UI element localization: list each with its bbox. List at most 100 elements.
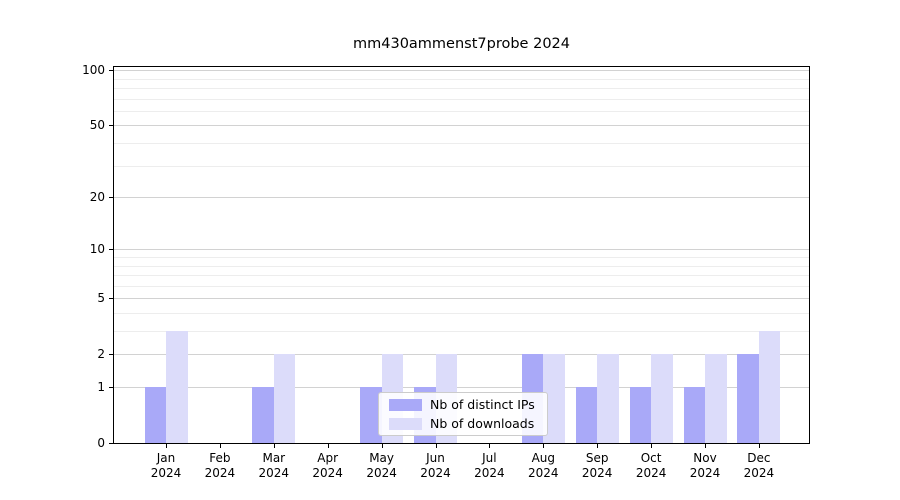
y-tick-label: 10 [89,242,105,257]
minor-gridline [114,275,809,276]
major-gridline [114,249,809,251]
x-tick-label: Sep 2024 [569,451,625,481]
x-tick-year: 2024 [635,466,667,480]
minor-gridline [114,313,809,314]
x-tick [597,444,599,448]
bar-downloads [597,354,619,443]
minor-gridline [114,110,809,112]
x-tick-month: Oct [640,451,662,465]
major-gridline [114,70,809,72]
x-tick-month: Dec [747,451,771,465]
bar-distinct-ips [144,387,166,443]
bar-distinct-ips [252,387,274,443]
bar-downloads [543,354,565,443]
legend-entry: Nb of downloads [389,416,539,431]
bar-distinct-ips [683,387,705,443]
x-tick-year: 2024 [312,466,343,480]
x-tick [327,444,329,448]
legend-entry: Nb of distinct IPs [389,397,539,412]
minor-gridline [114,165,809,167]
x-tick-label: Jan 2024 [138,451,194,481]
y-tick [109,125,113,127]
x-tick [273,444,275,448]
minor-gridline [114,88,809,89]
y-tick [109,298,113,300]
x-tick [489,444,491,448]
bar-distinct-ips [360,387,382,443]
x-tick-year: 2024 [150,466,182,480]
bar-downloads [758,331,781,443]
x-tick-label: Jul 2024 [461,451,517,481]
x-tick-year: 2024 [689,466,721,480]
x-tick-label: Mar 2024 [246,451,302,481]
minor-gridline [114,265,809,267]
y-tick [109,197,113,199]
x-tick-year: 2024 [258,466,290,480]
bar-downloads [166,331,188,443]
bar-distinct-ips [737,354,759,443]
legend-swatch [389,398,422,411]
x-tick-month: Sep [585,451,609,465]
bar-distinct-ips [575,387,598,443]
x-tick [435,444,437,448]
bar-distinct-ips [629,387,652,443]
x-tick [651,444,653,448]
y-tick [109,249,113,251]
x-tick [758,444,760,448]
x-tick-year: 2024 [581,466,613,480]
legend-swatch [389,417,422,430]
major-gridline [114,125,809,127]
legend-label: Nb of distinct IPs [430,397,535,412]
x-tick-year: 2024 [366,466,397,480]
x-tick-label: Feb 2024 [192,451,248,481]
y-tick-label: 50 [89,118,105,133]
y-tick-label: 1 [97,380,105,394]
x-tick-label: Aug 2024 [515,451,571,481]
x-tick-month: Aug [531,451,556,465]
y-tick-label: 5 [97,291,105,306]
x-tick-year: 2024 [474,466,505,480]
y-tick-label: 0 [97,436,105,450]
y-tick [109,354,113,356]
x-tick-label: Dec 2024 [731,451,787,481]
x-tick-month: Jul [482,451,497,465]
legend-label: Nb of downloads [430,416,535,431]
minor-gridline [114,143,809,144]
y-tick [109,387,113,388]
major-gridline [114,387,809,388]
x-tick-year: 2024 [204,466,236,480]
major-gridline [114,354,809,356]
x-tick [219,444,221,448]
x-tick-month: Feb [209,451,231,465]
bar-downloads [273,354,296,443]
minor-gridline [114,331,809,332]
x-tick-month: Jun [426,451,445,465]
x-tick-label: Jun 2024 [408,451,464,481]
x-tick [543,444,545,448]
plot-area [113,66,810,444]
bar-downloads [651,354,673,443]
y-tick-label: 20 [89,190,105,205]
x-tick-month: Nov [693,451,717,465]
chart-title: mm430ammenst7probe 2024 [353,36,570,52]
x-tick-month: Mar [262,451,286,465]
x-tick-month: Apr [317,451,339,465]
x-tick-label: May 2024 [354,451,410,481]
x-tick-label: Oct 2024 [623,451,679,481]
y-tick [109,443,113,444]
x-tick-label: Apr 2024 [300,451,356,481]
x-tick-year: 2024 [743,466,775,480]
minor-gridline [114,98,809,100]
x-tick-year: 2024 [420,466,451,480]
x-tick-month: May [369,451,394,465]
y-tick [109,70,113,72]
minor-gridline [114,257,809,258]
x-tick-year: 2024 [528,466,559,480]
minor-gridline [114,285,809,287]
minor-gridline [114,78,809,80]
x-tick [166,444,167,448]
y-tick-label: 2 [97,347,105,362]
x-tick [705,444,706,448]
major-gridline [114,197,809,199]
